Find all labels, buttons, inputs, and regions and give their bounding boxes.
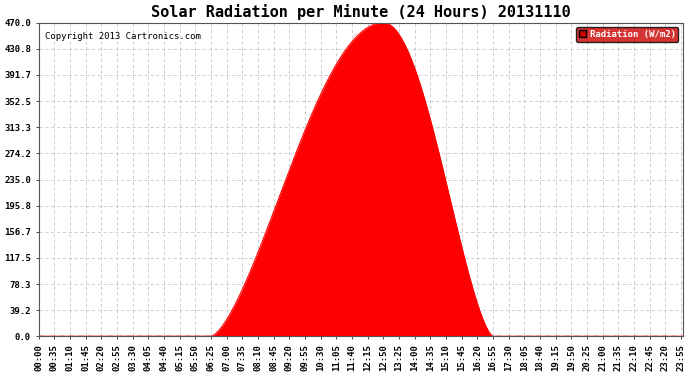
Text: Copyright 2013 Cartronics.com: Copyright 2013 Cartronics.com: [45, 32, 201, 41]
Title: Solar Radiation per Minute (24 Hours) 20131110: Solar Radiation per Minute (24 Hours) 20…: [151, 4, 571, 20]
Legend: Radiation (W/m2): Radiation (W/m2): [576, 27, 678, 42]
